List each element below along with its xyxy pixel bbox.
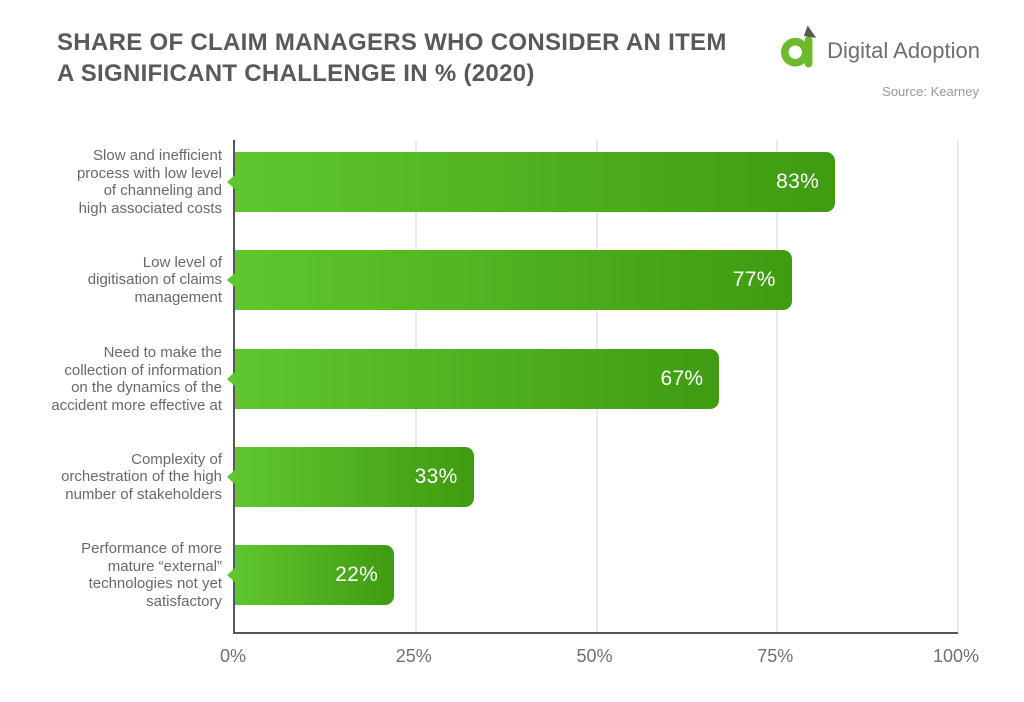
- category-label-text: Need to make the collection of informati…: [51, 344, 222, 414]
- chart-title-line-2: A SIGNIFICANT CHALLENGE IN % (2020): [57, 60, 535, 87]
- category-label: Complexity of orchestration of the high …: [28, 432, 222, 522]
- category-label-text: Low level of digitisation of claims mana…: [87, 253, 222, 306]
- x-tick-label: 50%: [576, 646, 613, 666]
- bar-value-label: 33%: [414, 465, 458, 488]
- gridline: [776, 140, 779, 632]
- chart-title-line-1: SHARE OF CLAIM MANAGERS WHO CONSIDER AN …: [57, 29, 727, 56]
- category-label: Need to make the collection of informati…: [28, 334, 222, 424]
- plot-area: 83% 77% 67% 33% 22%: [233, 140, 959, 634]
- digital-adoption-a-icon: [781, 25, 817, 68]
- bar-value-label: 67%: [660, 367, 704, 390]
- bar-value-label: 83%: [776, 170, 820, 193]
- source-note: Source: Kearney: [882, 84, 979, 99]
- category-label: Low level of digitisation of claims mana…: [28, 235, 222, 325]
- brand-name: Digital Adoption: [827, 38, 980, 63]
- x-axis: 0% 25% 50% 75% 100%: [220, 646, 979, 670]
- x-tick-label: 75%: [757, 646, 794, 666]
- chart-title: SHARE OF CLAIM MANAGERS WHO CONSIDER AN …: [57, 27, 727, 89]
- x-tick-label: 100%: [932, 646, 980, 666]
- category-label-text: Slow and inefficient process with low le…: [76, 147, 222, 217]
- bar: 83%: [235, 152, 836, 212]
- brand-logo: Digital Adoption: [781, 24, 980, 69]
- x-tick-label: 25%: [395, 646, 432, 666]
- category-label-text: Performance of more mature “external” te…: [81, 540, 222, 610]
- bar: 77%: [235, 250, 792, 310]
- bar: 22%: [235, 545, 395, 605]
- category-label: Slow and inefficient process with low le…: [28, 137, 222, 227]
- category-label: Performance of more mature “external” te…: [28, 530, 222, 620]
- bar-value-label: 22%: [335, 563, 379, 586]
- bar-value-label: 77%: [732, 268, 776, 291]
- gridline: [957, 140, 959, 632]
- bar: 67%: [235, 349, 720, 409]
- bar: 33%: [235, 447, 474, 507]
- x-tick-label: 0%: [219, 646, 247, 666]
- category-label-text: Complexity of orchestration of the high …: [61, 450, 222, 503]
